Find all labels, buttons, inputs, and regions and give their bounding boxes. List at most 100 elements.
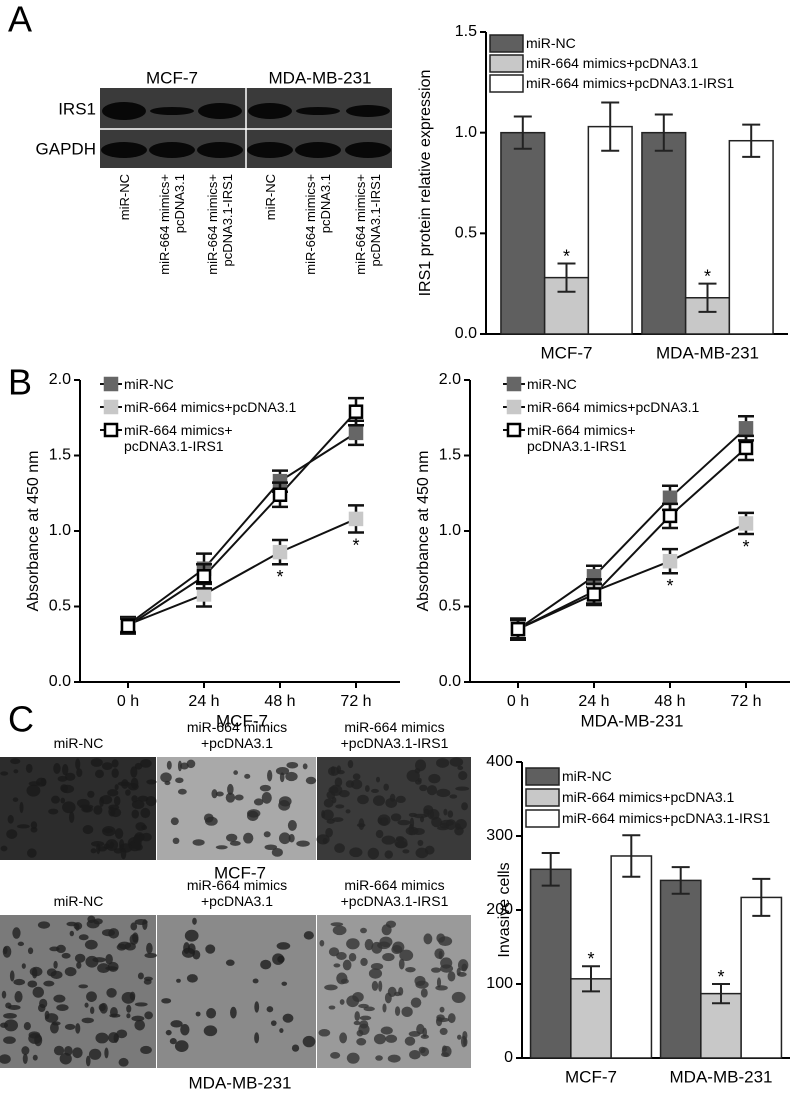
cell-blob xyxy=(287,819,297,831)
cell-blob xyxy=(428,773,441,784)
cell-blob xyxy=(90,758,103,767)
cell-blob xyxy=(22,1053,28,1064)
cell-blob xyxy=(339,1032,348,1044)
cell-blob xyxy=(170,817,179,826)
cell-blob xyxy=(457,972,467,977)
cell-blob xyxy=(137,972,144,980)
bar xyxy=(641,131,687,335)
cell-blob xyxy=(23,1022,31,1031)
cell-blob xyxy=(243,832,254,844)
cell-blob xyxy=(195,1011,201,1017)
micrograph-label: miR-NC xyxy=(9,717,149,751)
x-tick-label: 72 h xyxy=(730,693,761,710)
legend-marker xyxy=(506,376,522,392)
bar xyxy=(587,125,633,335)
cell-blob xyxy=(437,826,449,831)
series-line xyxy=(517,427,747,630)
x-tick-label: 48 h xyxy=(264,693,295,710)
cell-blob xyxy=(129,991,136,1001)
panel-label: C xyxy=(8,699,34,740)
cell-blob xyxy=(285,771,298,782)
cell-blob xyxy=(438,950,443,960)
y-tick-label: 300 xyxy=(486,827,513,844)
cell-blob xyxy=(134,1019,146,1031)
cell-blob xyxy=(261,792,272,804)
cell-blob xyxy=(324,984,338,991)
cell-blob xyxy=(398,987,404,996)
marker xyxy=(738,440,754,456)
series-line xyxy=(517,447,747,631)
cell-blob xyxy=(340,978,349,984)
cell-blob xyxy=(164,780,171,786)
blot-band xyxy=(198,103,242,119)
error-bar xyxy=(752,877,771,917)
cell-blob xyxy=(291,1044,300,1052)
cell-blob xyxy=(445,819,457,830)
cell-blob xyxy=(439,1027,448,1036)
blot-band xyxy=(346,105,390,117)
cell-blob xyxy=(426,785,438,796)
legend-swatch xyxy=(525,767,560,786)
error-bar xyxy=(712,983,730,1005)
cell-blob xyxy=(180,1024,190,1036)
cell-blob xyxy=(86,991,97,1002)
blot-band xyxy=(197,142,243,158)
cell-blob xyxy=(82,825,94,835)
cell-blob xyxy=(143,979,152,985)
blot-protein: IRS1 xyxy=(58,99,96,118)
marker xyxy=(196,569,212,584)
blot-band xyxy=(150,107,194,115)
cell-blob xyxy=(349,847,363,858)
cell-blob xyxy=(226,833,238,842)
x-tick-label: MCF-7 xyxy=(565,1067,617,1086)
cell-blob xyxy=(146,779,157,785)
cell-blob xyxy=(398,958,405,970)
cell-blob xyxy=(85,1055,91,1067)
y-tick-label: 0.5 xyxy=(455,225,477,242)
cell-blob xyxy=(260,959,272,970)
cell-blob xyxy=(360,957,368,967)
cell-blob xyxy=(4,1019,19,1032)
legend-label: miR-NC xyxy=(562,768,612,784)
cell-blob xyxy=(21,1046,30,1055)
cell-blob xyxy=(93,918,103,925)
cell-blob xyxy=(409,817,415,830)
cell-blob xyxy=(321,809,334,821)
marker xyxy=(662,490,678,506)
blot-band xyxy=(101,142,147,158)
cell-blob xyxy=(279,772,285,783)
y-tick-label: 0 xyxy=(504,1049,513,1066)
significance: * xyxy=(276,567,283,587)
cell-blob xyxy=(9,970,15,982)
cell-blob xyxy=(64,1045,73,1056)
bar xyxy=(529,868,572,1059)
panel-label: A xyxy=(8,0,32,40)
cell-blob xyxy=(373,1033,387,1045)
cell-blob xyxy=(348,953,357,962)
cell-blob xyxy=(2,945,12,958)
cell-blob xyxy=(281,981,288,986)
cell-blob xyxy=(419,784,428,792)
panel-label: B xyxy=(8,362,32,403)
cell-blob xyxy=(116,1029,128,1039)
marker xyxy=(348,511,364,527)
label-text: miR-664 mimics +pcDNA3.1 xyxy=(186,877,288,909)
cell-blob xyxy=(351,779,363,790)
cell-blob xyxy=(451,991,466,1003)
x-tick-label: 24 h xyxy=(188,693,219,710)
cell-blob xyxy=(264,844,278,851)
cell-blob xyxy=(137,795,149,802)
cell-blob xyxy=(423,933,433,945)
cell-blob xyxy=(455,786,470,791)
significance: * xyxy=(717,967,724,987)
cell-blob xyxy=(372,795,385,806)
cell-blob xyxy=(271,847,283,857)
y-tick-label: 1.0 xyxy=(455,124,477,141)
cell-blob xyxy=(253,798,264,806)
cell-blob xyxy=(278,800,291,811)
y-tick-label: 0.5 xyxy=(439,598,461,615)
cell-blob xyxy=(84,1002,89,1008)
significance: * xyxy=(563,246,570,266)
cell-blob xyxy=(29,966,43,977)
y-tick-label: 0.0 xyxy=(439,673,461,690)
